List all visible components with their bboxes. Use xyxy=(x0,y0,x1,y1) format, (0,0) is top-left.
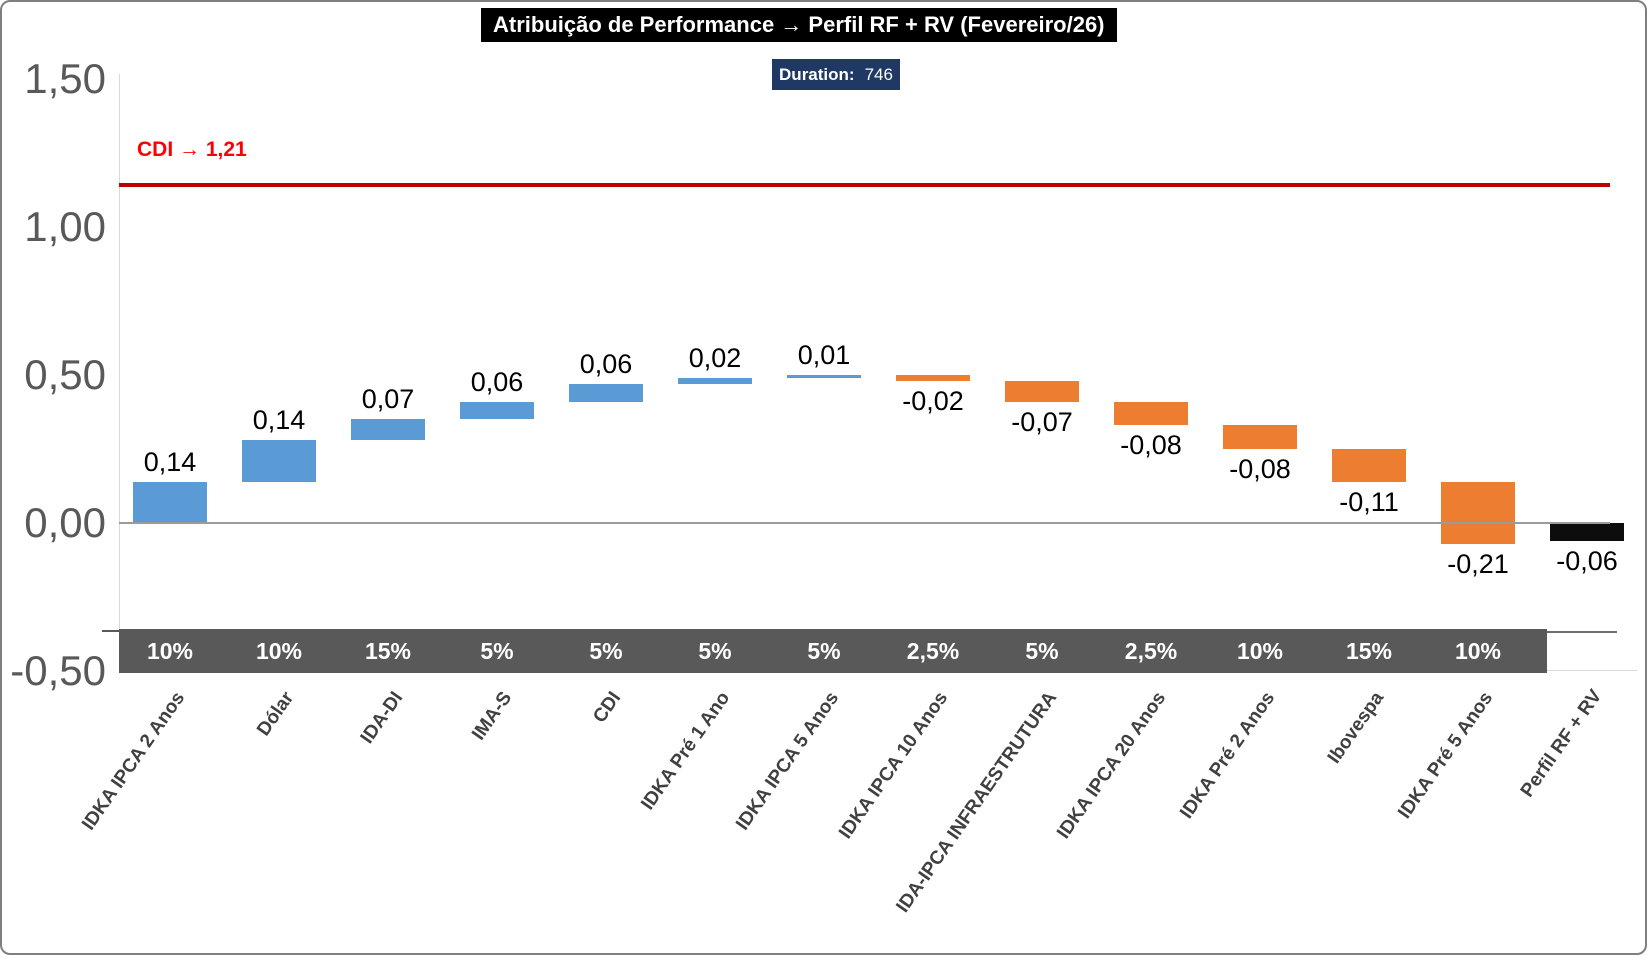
weights-band xyxy=(119,629,1547,673)
bar-up xyxy=(569,383,643,402)
weight-cell: 10% xyxy=(1454,638,1502,664)
bar-value-label: -0,08 xyxy=(1229,454,1291,484)
bar-value-label: 0,06 xyxy=(579,348,633,379)
weight-cell: 15% xyxy=(364,638,412,664)
bar-value-label: -0,07 xyxy=(1011,406,1073,437)
bar-value-label: -0,11 xyxy=(1339,486,1399,517)
bar-value-label: 0,01 xyxy=(797,340,851,370)
chart-title: Atribuição de Performance → Perfil RF + … xyxy=(481,8,1117,42)
y-axis-tick-label: 0,50 xyxy=(24,351,106,398)
category-label: Dólar xyxy=(253,688,299,740)
cdi-reference-line xyxy=(119,183,1610,187)
category-label: CDI xyxy=(589,688,626,727)
weight-cell: 2,5% xyxy=(1124,638,1178,664)
bar-value-label: 0,02 xyxy=(688,342,742,373)
cdi-reference-label: CDI → 1,21 xyxy=(137,138,247,161)
y-axis-tick-label: 1,50 xyxy=(24,55,106,102)
category-label: IDKA Pré 2 Anos xyxy=(1176,688,1280,823)
y-axis-tick-label: -0,50 xyxy=(10,647,106,694)
bar-value-label: 0,14 xyxy=(143,446,197,477)
zero-gridline xyxy=(119,522,1610,524)
category-label: IDKA IPCA 2 Anos xyxy=(78,688,190,835)
category-label: IDKA Pré 5 Anos xyxy=(1394,688,1498,823)
bar-down xyxy=(1005,380,1079,402)
weight-cell: 5% xyxy=(807,638,841,664)
bar-total xyxy=(1550,523,1624,541)
category-label: IDA-DI xyxy=(356,688,408,748)
category-label: IDKA IPCA 20 Anos xyxy=(1053,688,1171,843)
duration-value: 746 xyxy=(864,64,893,84)
y-axis-line xyxy=(119,74,120,664)
category-label: Perfil RF + RV xyxy=(1516,686,1607,802)
weight-cell: 10% xyxy=(255,638,303,664)
weight-cell: 10% xyxy=(1236,638,1284,664)
weight-cell: 15% xyxy=(1345,638,1393,664)
duration-badge: Duration: 746 xyxy=(772,59,900,90)
bar-value-label: 0,06 xyxy=(470,366,524,397)
bar-down xyxy=(1332,449,1406,482)
bar-value-label: 0,07 xyxy=(361,384,415,415)
bar-value-label: -0,08 xyxy=(1120,430,1182,461)
bar-up xyxy=(787,375,861,378)
bar-value-label: -0,02 xyxy=(902,385,964,416)
bar-up xyxy=(678,377,752,384)
category-axis-tick xyxy=(102,630,119,632)
bar-up xyxy=(133,481,207,523)
bar-up xyxy=(351,419,425,441)
category-label: IMA-S xyxy=(468,688,517,745)
bar-down xyxy=(1441,481,1515,544)
category-label: IDKA Pré 1 Ano xyxy=(637,688,735,814)
bar-down xyxy=(896,375,970,381)
weight-cell: 5% xyxy=(698,638,732,664)
category-label: Ibovespa xyxy=(1323,688,1389,768)
bar-down xyxy=(1223,425,1297,449)
bar-up xyxy=(242,440,316,482)
weight-cell: 2,5% xyxy=(906,638,960,664)
category-label: IDKA IPCA 10 Anos xyxy=(835,688,953,843)
bar-value-label: -0,21 xyxy=(1447,548,1509,579)
bar-value-label: 0,14 xyxy=(252,405,306,436)
weight-cell: 10% xyxy=(146,638,194,664)
weight-cell: 5% xyxy=(480,638,514,664)
y-axis-tick-label: 0,00 xyxy=(24,499,106,546)
bar-value-label: -0,06 xyxy=(1556,545,1618,576)
duration-label: Duration: xyxy=(779,64,855,84)
weight-cell: 5% xyxy=(589,638,623,664)
bar-up xyxy=(460,401,534,420)
category-label: IDKA IPCA 5 Anos xyxy=(732,688,844,835)
bar-down xyxy=(1114,401,1188,426)
weight-cell: 5% xyxy=(1025,638,1059,664)
y-axis-tick-label: 1,00 xyxy=(24,203,106,250)
